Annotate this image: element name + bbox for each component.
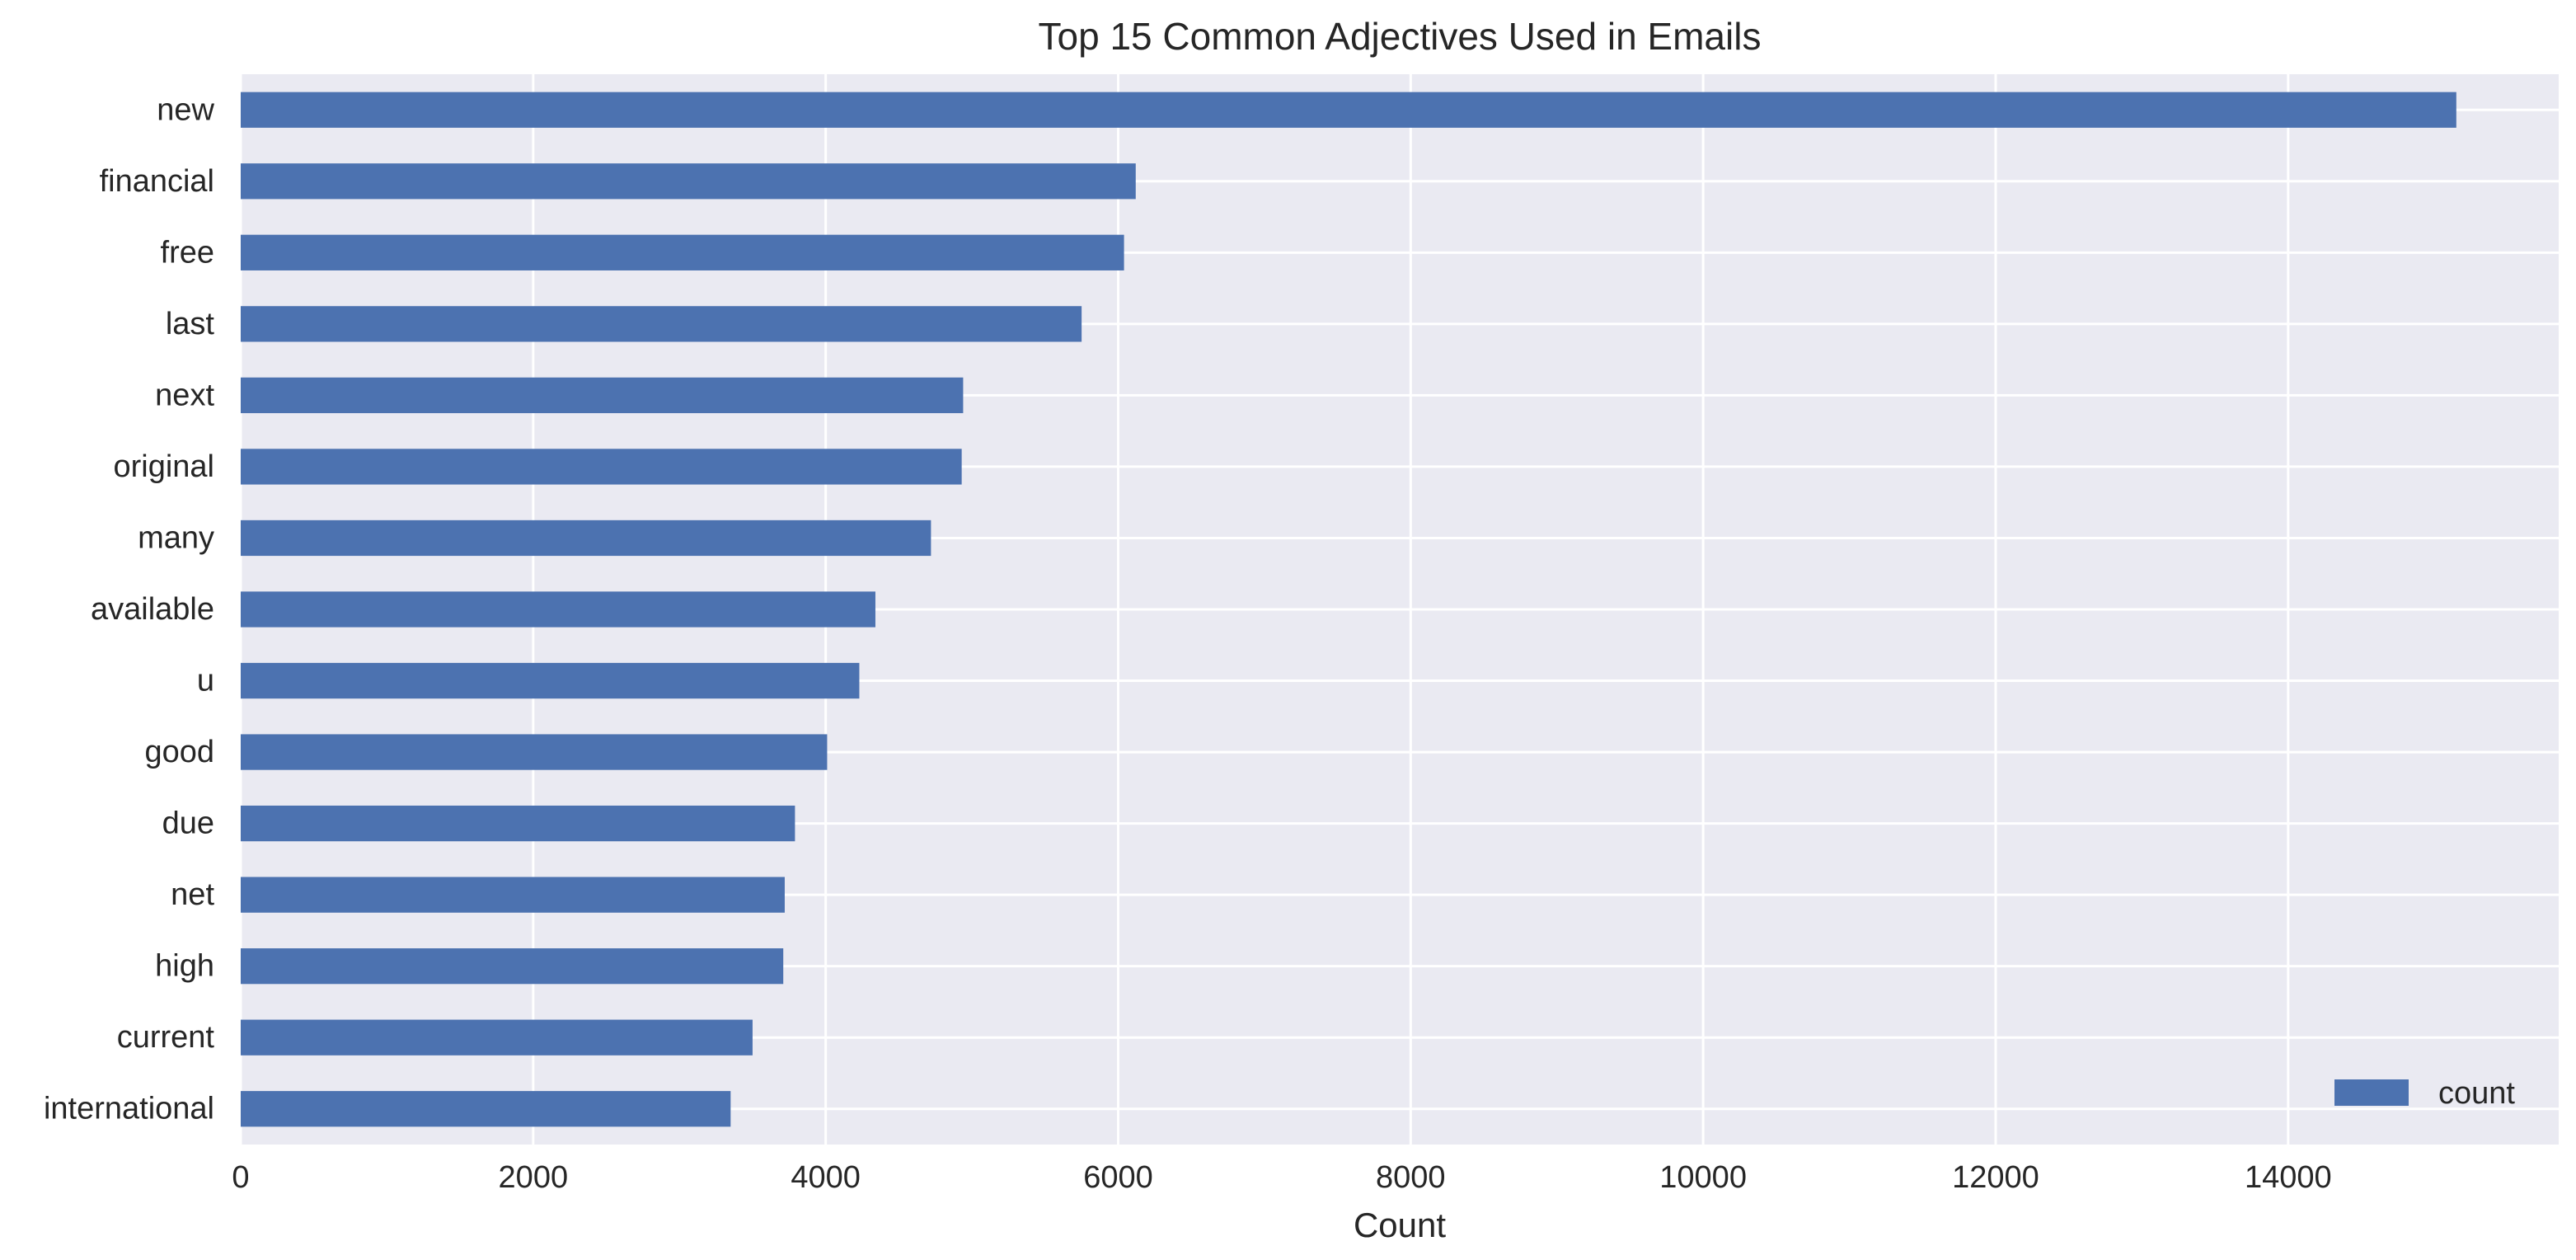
y-tick-label-available: available: [91, 592, 214, 627]
bar-many: [241, 520, 931, 557]
y-tick-label-next: next: [155, 378, 214, 412]
x-tick-label-0: 0: [232, 1160, 249, 1195]
y-tick-label-many: many: [138, 520, 214, 555]
x-tick-label-6: 12000: [1952, 1160, 2039, 1195]
y-tick-label-net: net: [171, 877, 214, 912]
bar-new: [241, 92, 2456, 128]
y-tick-label-last: last: [166, 307, 215, 341]
y-tick-label-good: good: [144, 735, 214, 769]
x-tick-label-1: 2000: [499, 1160, 569, 1195]
x-tick-label-3: 6000: [1083, 1160, 1153, 1195]
y-tick-label-current: current: [117, 1020, 215, 1055]
legend-label-count: count: [2438, 1076, 2515, 1111]
bar-u: [241, 662, 860, 699]
legend: count: [2334, 1076, 2515, 1111]
y-tick-label-original: original: [113, 449, 214, 484]
bar-original: [241, 449, 962, 485]
y-tick-label-due: due: [162, 806, 214, 841]
y-tick-label-financial: financial: [100, 164, 214, 199]
chart-title: Top 15 Common Adjectives Used in Emails: [1039, 15, 1762, 58]
bar-due: [241, 805, 795, 842]
bars: [241, 92, 2456, 1127]
y-tick-label-u: u: [197, 664, 214, 698]
bar-high: [241, 948, 784, 985]
x-tick-label-4: 8000: [1376, 1160, 1446, 1195]
bar-good: [241, 734, 828, 770]
bar-current: [241, 1019, 753, 1055]
y-tick-labels: new financial free last next original many avai…: [44, 92, 215, 1126]
x-tick-label-5: 10000: [1659, 1160, 1747, 1195]
bar-last: [241, 306, 1082, 342]
legend-swatch-count: [2334, 1079, 2409, 1106]
y-tick-label-international: international: [44, 1092, 214, 1126]
bar-international: [241, 1091, 731, 1127]
y-tick-label-free: free: [161, 235, 214, 270]
x-tick-label-2: 4000: [791, 1160, 861, 1195]
x-axis-title: Count: [1354, 1206, 1446, 1244]
bar-net: [241, 877, 785, 913]
bar-available: [241, 591, 875, 628]
x-tick-labels: 0 2000 4000 6000 8000 10000 12000 14000: [232, 1160, 2331, 1195]
y-tick-label-new: new: [157, 92, 214, 127]
bar-next: [241, 377, 964, 414]
x-tick-label-7: 14000: [2245, 1160, 2332, 1195]
bar-financial: [241, 163, 1136, 200]
bar-free: [241, 234, 1124, 270]
y-tick-label-high: high: [155, 949, 214, 984]
